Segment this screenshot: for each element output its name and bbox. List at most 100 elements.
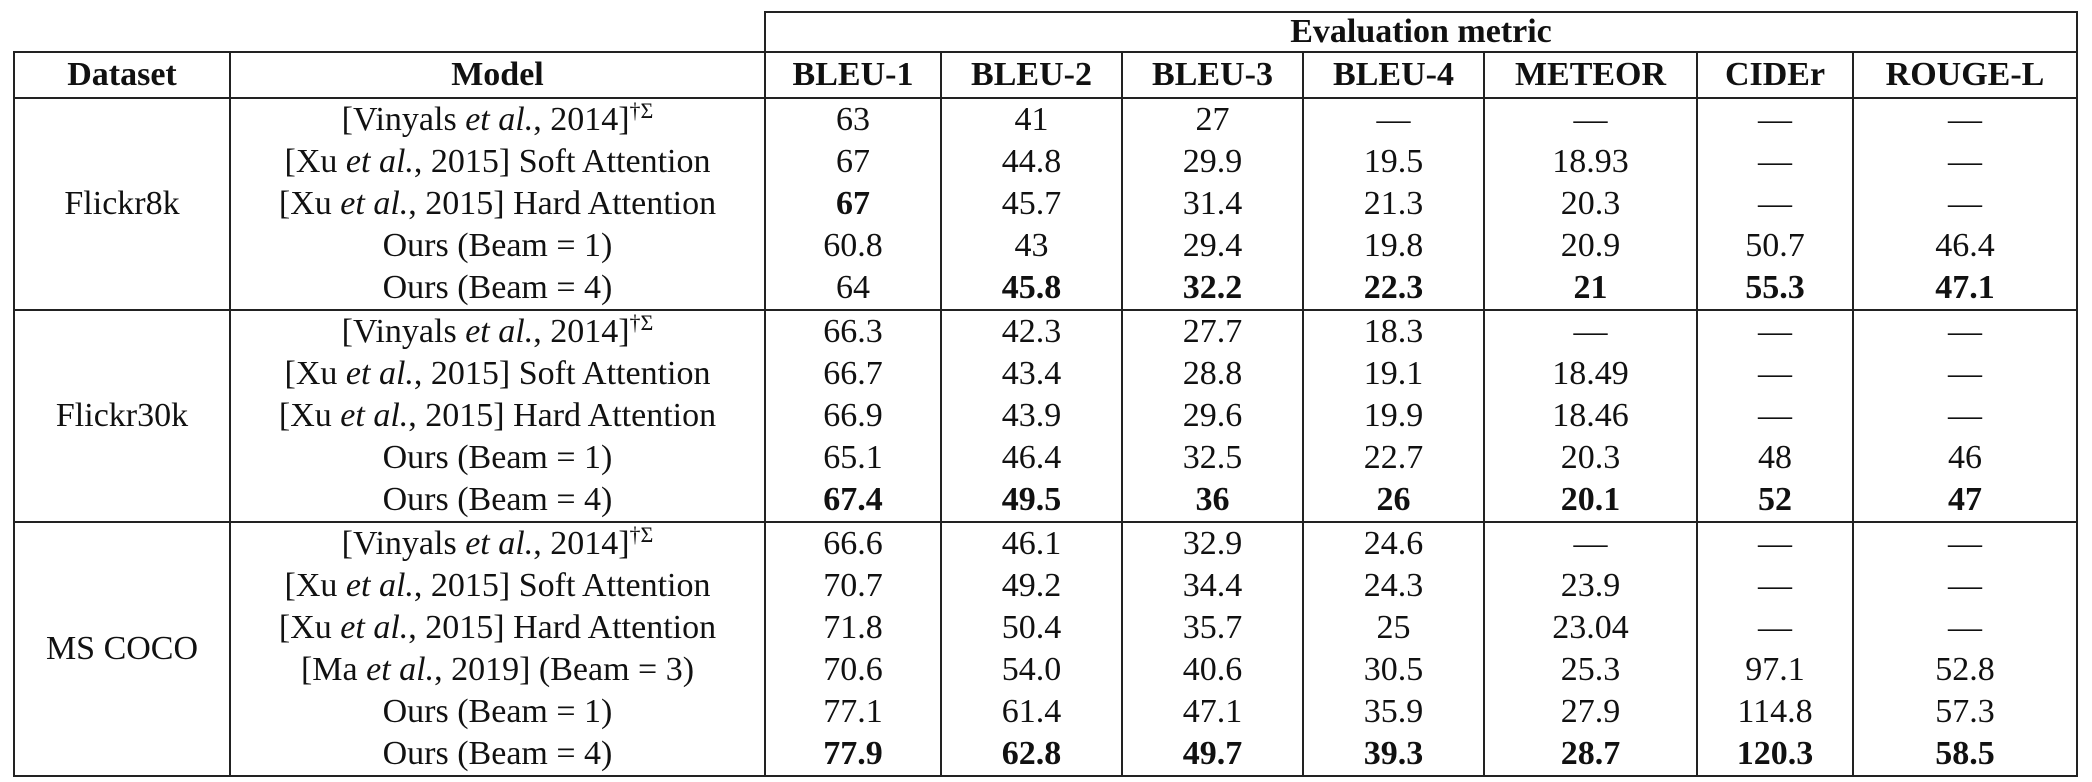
group-header: Evaluation metric <box>764 11 2078 53</box>
model-text: , 2019] (Beam = 3) <box>434 651 695 688</box>
value-cell: 54.0 <box>940 649 1123 691</box>
value-cell: — <box>1696 309 1854 353</box>
column-header: Dataset <box>13 51 231 99</box>
column-header: CIDEr <box>1696 51 1854 99</box>
table-row: MS COCO [Vinyals et al., 2014]†Σ 66.6 46.1 3… <box>13 521 2078 777</box>
model-text: [Xu <box>284 355 346 392</box>
table-row: Ours (Beam = 1) 60.8 43 29.4 19.8 20.9 50.7 46.… <box>14 225 2078 267</box>
value-cell: 66.3 <box>764 309 942 353</box>
model-cell: [Vinyals et al., 2014]†Σ <box>229 521 766 565</box>
value-cell: 19.5 <box>1302 141 1485 183</box>
model-text: , 2015] Hard Attention <box>408 185 717 222</box>
value-cell: 61.4 <box>940 691 1123 733</box>
value-cell: 49.7 <box>1121 733 1304 777</box>
model-text: Ours (Beam = 1) <box>382 439 613 476</box>
table-row: [Xu et al., 2015] Soft Attention 67 44.8 29… <box>14 141 2078 183</box>
value-cell: 66.7 <box>764 353 942 395</box>
value-cell: 40.6 <box>1121 649 1304 691</box>
value-cell: 24.3 <box>1302 565 1485 607</box>
value-cell: 58.5 <box>1852 733 2078 777</box>
value-cell: 64 <box>764 267 942 311</box>
model-italic: et al. <box>340 185 409 222</box>
value-cell: 20.9 <box>1483 225 1698 267</box>
value-cell: 28.7 <box>1483 733 1698 777</box>
column-header: ROUGE-L <box>1852 51 2078 99</box>
value-cell: 28.8 <box>1121 353 1304 395</box>
value-cell: — <box>1852 395 2078 437</box>
value-cell: 46.4 <box>940 437 1123 479</box>
model-superscript: †Σ <box>629 98 654 123</box>
value-cell: — <box>1852 353 2078 395</box>
value-cell: 20.1 <box>1483 479 1698 523</box>
column-header: METEOR <box>1483 51 1698 99</box>
value-cell: — <box>1696 607 1854 649</box>
value-cell: 50.4 <box>940 607 1123 649</box>
table-body: Flickr8k [Vinyals et al., 2014]†Σ 63 41 27— —… <box>13 97 2078 777</box>
model-cell: Ours (Beam = 1) <box>229 691 766 733</box>
model-text: , 2015] Soft Attention <box>413 567 711 604</box>
value-cell: 45.7 <box>940 183 1123 225</box>
model-italic: et al. <box>465 101 534 138</box>
model-cell: Ours (Beam = 4) <box>229 733 766 777</box>
value-cell: — <box>1852 97 2078 141</box>
model-cell: Ours (Beam = 1) <box>229 437 766 479</box>
value-cell: 71.8 <box>764 607 942 649</box>
model-text: Ours (Beam = 4) <box>382 481 613 518</box>
value-cell: 77.9 <box>764 733 942 777</box>
model-italic: et al. <box>465 313 534 350</box>
value-cell: — <box>1852 607 2078 649</box>
table-row: Ours (Beam = 1) 65.1 46.4 32.5 22.7 20.3 48 46 <box>14 437 2078 479</box>
value-cell: 67 <box>764 141 942 183</box>
value-cell: 18.49 <box>1483 353 1698 395</box>
value-cell: 32.9 <box>1121 521 1304 565</box>
model-text: [Xu <box>278 185 341 222</box>
value-cell: 44.8 <box>940 141 1123 183</box>
value-cell: 70.7 <box>764 565 942 607</box>
model-text: Ours (Beam = 4) <box>382 735 613 772</box>
table-row: [Ma et al., 2019] (Beam = 3) 70.6 54.0 40.6… <box>14 649 2078 691</box>
value-cell: 39.3 <box>1302 733 1485 777</box>
model-text: [Xu <box>284 143 346 180</box>
table-row: [Xu et al., 2015] Hard Attention 66.9 43.9… <box>14 395 2078 437</box>
value-cell: 36 <box>1121 479 1304 523</box>
value-cell: 25.3 <box>1483 649 1698 691</box>
table-row: [Xu et al., 2015] Soft Attention 66.7 43.4… <box>14 353 2078 395</box>
value-cell: 70.6 <box>764 649 942 691</box>
model-text: Ours (Beam = 1) <box>382 227 613 264</box>
model-cell: [Xu et al., 2015] Hard Attention <box>229 183 766 225</box>
value-cell: 43.9 <box>940 395 1123 437</box>
model-italic: et al. <box>345 567 414 604</box>
value-cell: 77.1 <box>764 691 942 733</box>
column-header: BLEU-4 <box>1302 51 1485 99</box>
model-text: , 2014] <box>533 525 630 562</box>
value-cell: 24.6 <box>1302 521 1485 565</box>
model-italic: et al. <box>345 355 414 392</box>
value-cell: — <box>1852 141 2078 183</box>
value-cell: 32.5 <box>1121 437 1304 479</box>
model-text: , 2015] Hard Attention <box>408 609 717 646</box>
value-cell: 20.3 <box>1483 437 1698 479</box>
value-cell: 66.6 <box>764 521 942 565</box>
value-cell: 49.5 <box>940 479 1123 523</box>
model-cell: Ours (Beam = 1) <box>229 225 766 267</box>
dataset-cell: MS COCO <box>13 521 231 777</box>
model-superscript: †Σ <box>629 522 654 547</box>
value-cell: — <box>1852 183 2078 225</box>
value-cell: 46 <box>1852 437 2078 479</box>
value-cell: 21.3 <box>1302 183 1485 225</box>
model-cell: [Vinyals et al., 2014]†Σ <box>229 309 766 353</box>
table-row: Ours (Beam = 4) 64 45.8 32.2 22.3 21 55.3 47.1 <box>14 267 2078 311</box>
model-cell: [Xu et al., 2015] Hard Attention <box>229 395 766 437</box>
model-cell: Ours (Beam = 4) <box>229 267 766 311</box>
model-text: [Ma <box>300 651 367 688</box>
value-cell: 27 <box>1121 97 1304 141</box>
value-cell: 35.9 <box>1302 691 1485 733</box>
model-cell: [Xu et al., 2015] Soft Attention <box>229 141 766 183</box>
table-row: Flickr30k [Vinyals et al., 2014]†Σ 66.3 42.… <box>13 309 2078 523</box>
value-cell: 31.4 <box>1121 183 1304 225</box>
value-cell: 66.9 <box>764 395 942 437</box>
value-cell: 19.1 <box>1302 353 1485 395</box>
value-cell: 35.7 <box>1121 607 1304 649</box>
value-cell: 23.04 <box>1483 607 1698 649</box>
